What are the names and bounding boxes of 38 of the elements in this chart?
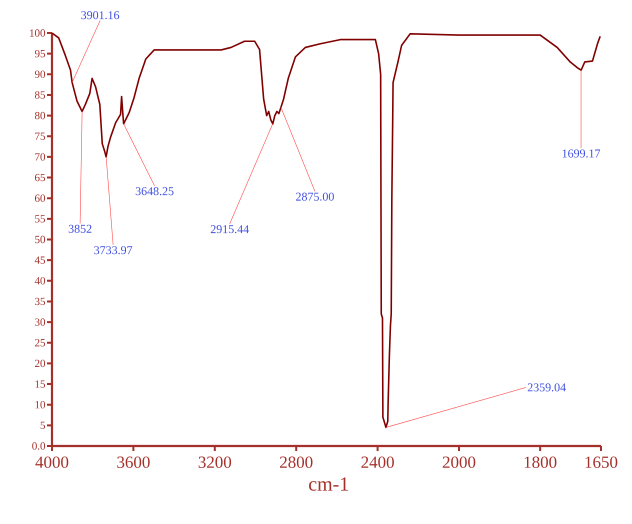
y-tick-label: 25 [35,339,46,346]
y-tick-label: 85 [34,91,46,99]
annotation: 2875.00 [296,192,334,201]
annotation: 3852 [68,224,92,233]
x-tick-label: 4000 [35,456,68,468]
x-tick-label: 3600 [117,456,150,468]
y-tick-label: 35 [35,298,46,306]
x-tick-label: 1650 [586,456,618,468]
y-tick-label: 65 [34,174,46,182]
x-axis-title: cm-1 [309,477,348,491]
y-tick-label: 45 [34,256,46,264]
x-tick-label: 3200 [198,456,232,468]
y-tick-label: 50 [35,236,46,244]
annotation: 2915.44 [210,225,249,234]
annotation: 3733.97 [94,246,132,254]
y-tick-label: 60 [34,194,46,202]
y-tick-label: 15 [35,380,46,388]
x-tick-label: 2000 [442,456,476,468]
annotation: 1699.17 [562,149,600,158]
y-tick-label: 75 [35,132,46,140]
y-tick-label: 0.0 [32,442,46,450]
y-tick-label: 100 [30,29,46,37]
y-tick-label: 80 [34,112,46,120]
y-tick-label: 10 [35,401,46,408]
x-tick-label: 1800 [524,456,556,468]
y-tick-label: 70 [35,153,46,161]
y-tick-label: 5 [40,422,46,429]
annotation: 2359.04 [528,383,566,392]
y-tick-label: 30 [35,318,46,326]
x-tick-label: 2800 [280,456,312,468]
y-tick-label: 95 [34,50,46,58]
y-tick-label: 90 [34,70,46,78]
y-tick-label: 20 [35,360,46,368]
annotation: 3901.16 [81,11,120,20]
y-tick-label: 55 [35,215,46,222]
y-tick-label: 40 [34,277,46,284]
annotation: 3648.25 [136,187,174,196]
x-tick-label: 2400 [361,456,394,468]
